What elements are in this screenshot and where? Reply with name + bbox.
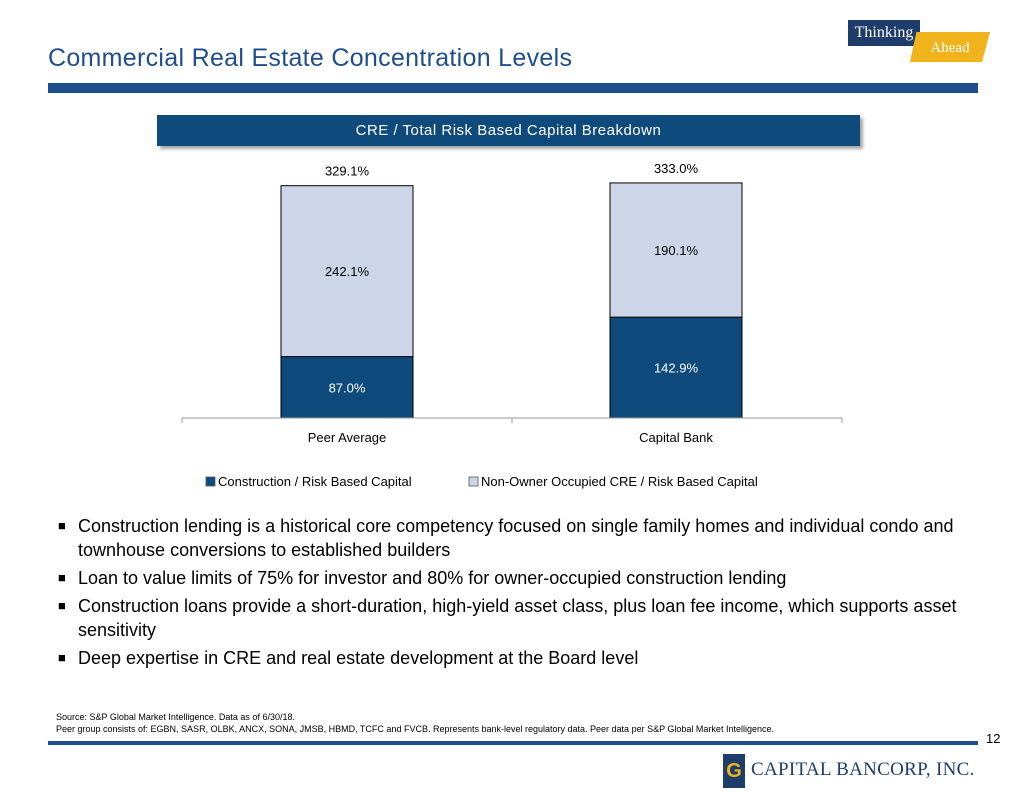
page-number: 12: [986, 731, 1001, 746]
bullet-text: Construction lending is a historical cor…: [78, 516, 954, 560]
bullet-marker: ■: [58, 598, 66, 613]
bar-total-label: 333.0%: [654, 161, 699, 176]
x-tick-label: Capital Bank: [639, 430, 713, 445]
x-tick-label: Peer Average: [308, 430, 387, 445]
brand-name: CAPITAL BANCORP, INC.: [751, 759, 975, 780]
logo-ahead: Ahead: [910, 32, 990, 62]
bullet-text: Loan to value limits of 75% for investor…: [78, 568, 787, 588]
bullet-item: ■ Construction loans provide a short-dura…: [58, 594, 988, 642]
legend-label: Non-Owner Occupied CRE / Risk Based Capi…: [481, 474, 758, 489]
bullet-marker: ■: [58, 570, 66, 585]
logo-thinking: Thinking: [848, 20, 920, 46]
source-footnote: Source: S&P Global Market Intelligence. …: [56, 712, 295, 722]
bar-segment-label: 242.1%: [325, 264, 370, 279]
bullet-marker: ■: [58, 650, 66, 665]
bullet-text: Construction loans provide a short-durat…: [78, 596, 957, 640]
legend-swatch: [468, 476, 479, 487]
bullet-item: ■ Loan to value limits of 75% for investo…: [58, 566, 988, 590]
bullet-list: ■ Construction lending is a historical co…: [58, 514, 988, 674]
page-title: Commercial Real Estate Concentration Lev…: [48, 44, 573, 72]
stacked-bar-chart: 87.0% 242.1% 329.1% Peer Average 142.9% 190.1…: [181, 161, 843, 489]
bar-segment-label: 190.1%: [654, 243, 699, 258]
bar-segment-non-owner-cre: [280, 185, 414, 358]
bar-segment-non-owner-cre: [609, 182, 743, 318]
bullet-item: ■ Deep expertise in CRE and real estate d…: [58, 646, 988, 670]
bullet-item: ■ Construction lending is a historical co…: [58, 514, 988, 562]
brand-emblem-icon: G: [723, 754, 745, 788]
thinking-ahead-logo: Thinking Ahead: [848, 20, 990, 64]
bar-segment-construction: [280, 356, 414, 419]
bullet-marker: ■: [58, 518, 66, 533]
header-rule: [48, 83, 978, 93]
bullet-text: Deep expertise in CRE and real estate de…: [78, 648, 639, 668]
bar-segment-label: 87.0%: [329, 380, 366, 395]
bar-segment-label: 142.9%: [654, 361, 699, 376]
chart-title-banner: CRE / Total Risk Based Capital Breakdown: [157, 115, 860, 146]
legend-swatch: [205, 476, 216, 487]
peer-footnote: Peer group consists of: EGBN, SASR, OLBK…: [56, 724, 774, 734]
bar-total-label: 329.1%: [325, 164, 370, 179]
footer-rule: [48, 741, 978, 745]
legend-label: Construction / Risk Based Capital: [218, 474, 412, 489]
